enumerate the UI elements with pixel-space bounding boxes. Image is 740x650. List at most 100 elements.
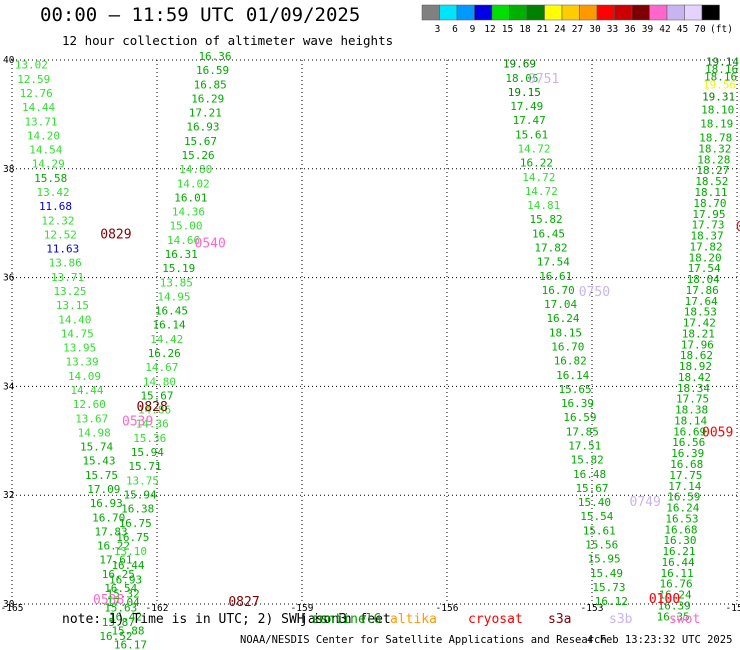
x-tick-label: -165: [1, 603, 24, 614]
y-tick-label: 40: [3, 55, 15, 66]
wave-height-point: 16.53: [665, 512, 698, 525]
wave-height-point: 16.93: [186, 121, 219, 134]
wave-height-point: 17.51: [568, 440, 601, 453]
scale-label: 21: [537, 24, 549, 34]
wave-height-point: 17.86: [686, 284, 719, 297]
wave-height-point: 14.95: [157, 290, 190, 303]
sat-label-sentinel6: sentinel6: [311, 612, 382, 627]
pass-time-label: 0751: [528, 72, 559, 87]
wave-height-point: 16.59: [563, 411, 596, 424]
wave-height-point: 16.44: [661, 556, 694, 569]
wave-height-point: 16.93: [90, 497, 123, 510]
wave-height-point: 16.69: [673, 425, 706, 438]
wave-height-point: 17.04: [544, 298, 577, 311]
x-tick-label: -153: [581, 603, 604, 614]
wave-height-point: 14.66: [167, 234, 200, 247]
pass-time-label: 0828: [137, 400, 168, 415]
wave-height-point: 18.38: [675, 404, 708, 417]
wave-height-point: 17.21: [189, 107, 222, 120]
chart-subtitle: 12 hour collection of altimeter wave hei…: [62, 33, 394, 48]
wave-height-point: 16.48: [573, 468, 606, 481]
wave-height-point: 16.61: [539, 270, 572, 283]
wave-height-point: 13.02: [15, 59, 48, 72]
wave-height-point: 18.16: [705, 63, 738, 76]
wave-height-point: 15.95: [588, 553, 621, 566]
wave-height-point: 16.68: [670, 458, 703, 471]
wave-height-point: 14.09: [68, 370, 101, 383]
wave-height-point: 14.67: [145, 361, 178, 374]
wave-height-point: 16.75: [119, 517, 152, 530]
wave-height-point: 18.62: [680, 349, 713, 362]
wave-height-point: 15.67: [575, 482, 608, 495]
color-scale-legend: 3 6 9 12 15 18 21 24 27 30 33 36 39 42 45 70 (ft): [421, 4, 733, 34]
wave-height-point: 15.40: [578, 496, 611, 509]
wave-height-point: 14.44: [70, 384, 103, 397]
scale-label: 6: [452, 24, 458, 34]
y-tick-label: 34: [3, 381, 15, 392]
wave-height-point: 17.61: [99, 554, 132, 567]
wave-height-point: 18.16: [704, 71, 737, 84]
footer-note: note: 1) Time is in UTC; 2) SWH is in fe…: [62, 612, 391, 627]
y-tick-label: 32: [3, 490, 14, 501]
wave-height-point: 15.75: [85, 469, 118, 482]
wave-height-point: 16.93: [109, 573, 142, 586]
scale-label: 42: [659, 24, 670, 34]
wave-height-point: 12.60: [73, 398, 106, 411]
wave-height-point: 14.75: [61, 327, 94, 340]
wave-height-point: 14.02: [177, 177, 210, 190]
wave-height-point: 15.32: [107, 587, 140, 600]
wave-height-point: 19.14: [706, 55, 739, 68]
wave-height-point: 15.00: [169, 220, 202, 233]
wave-height-point: 18.37: [690, 230, 723, 243]
wave-height-point: 13.42: [37, 186, 70, 199]
wave-height-point: 17.04: [107, 596, 140, 609]
wave-height-point: 16.76: [660, 578, 693, 591]
sat-label-altika: altika: [390, 612, 437, 627]
sat-label-jason3: jason3: [300, 612, 347, 627]
wave-height-point: 15.87: [102, 616, 135, 629]
wave-height-point: 17.83: [95, 525, 128, 538]
wave-height-point: 16.45: [532, 227, 565, 240]
wave-height-point: 19.15: [508, 86, 541, 99]
wave-height-point: 16.24: [666, 502, 699, 515]
wave-height-point: 17.95: [692, 208, 725, 221]
x-tick-label: -162: [146, 603, 169, 614]
wave-height-point: 18.78: [699, 132, 732, 145]
wave-height-point: 14.81: [527, 199, 560, 212]
wave-height-point: 11.68: [39, 200, 72, 213]
pass-time-label: 0829: [100, 227, 131, 242]
wave-height-point: 16.38: [121, 503, 154, 516]
wave-height-point: 15.49: [590, 567, 623, 580]
scale-label: 24: [554, 24, 566, 34]
wave-height-point: 16.14: [556, 369, 589, 382]
wave-height-point: 16.56: [672, 436, 705, 449]
wave-height-point: 17.42: [683, 317, 716, 330]
wave-height-point: 14.36: [136, 418, 169, 431]
pass-time-label: 0058: [736, 220, 740, 235]
wave-height-point: 16.75: [116, 531, 149, 544]
wave-height-point: 15.71: [128, 460, 161, 473]
x-tick-label: -156: [436, 603, 459, 614]
wave-height-point: 16.11: [661, 567, 694, 580]
scale-label: 45: [677, 24, 688, 34]
sat-label-s3a: s3a: [548, 612, 572, 627]
wave-height-point: 13.15: [56, 299, 89, 312]
wave-height-point: 16.68: [664, 523, 697, 536]
wave-height-point: 13.75: [126, 474, 159, 487]
wave-height-point: 15.82: [530, 213, 563, 226]
wave-height-point: 17.75: [676, 393, 709, 406]
wave-height-point: 14.54: [29, 144, 62, 157]
pass-time-label: 0540: [195, 237, 226, 252]
wave-height-point: 14.72: [522, 171, 555, 184]
wave-height-point: 16.22: [520, 157, 553, 170]
wave-height-point: 13.25: [53, 285, 86, 298]
wave-height-point: 18.28: [697, 153, 730, 166]
wave-height-point: 14.98: [78, 426, 111, 439]
wave-height-point: 15.56: [585, 539, 618, 552]
wave-height-point: 18.27: [696, 164, 729, 177]
scale-label: 3: [435, 24, 441, 34]
wave-height-point: 16.42: [109, 610, 142, 623]
wave-height-point: 14.80: [179, 163, 212, 176]
scale-label: 9: [470, 24, 476, 34]
